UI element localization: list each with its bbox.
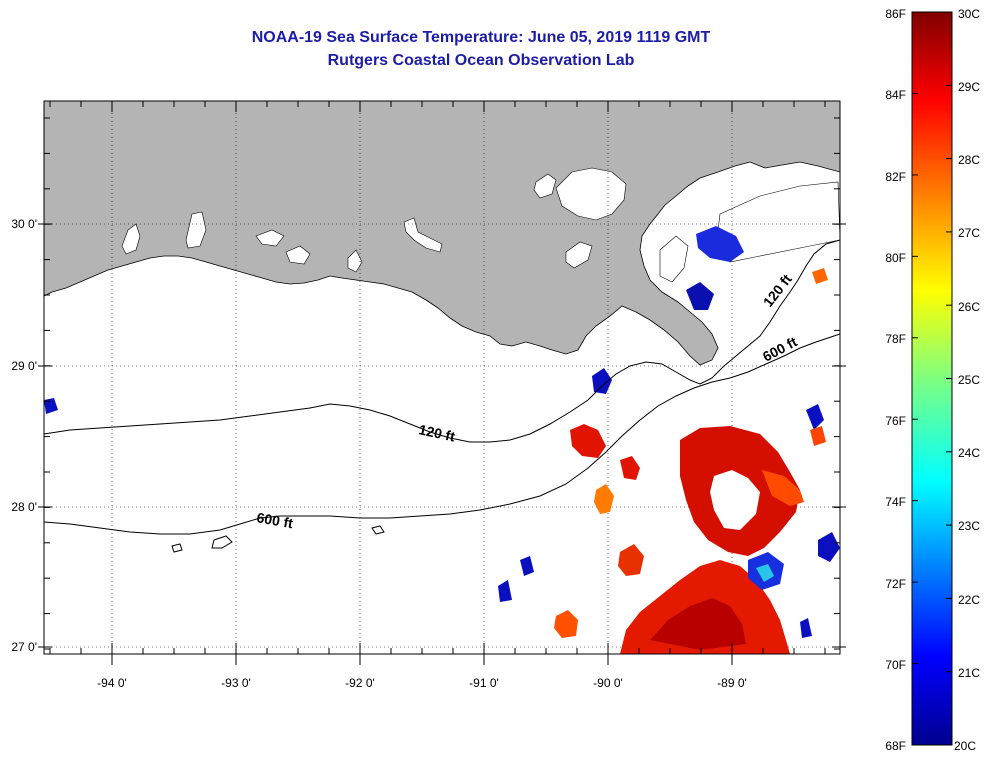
cb-f-label-80: 80F — [885, 251, 906, 265]
cb-f-label-70: 70F — [885, 658, 906, 672]
contour-label-600ft-west: 600 ft — [255, 509, 294, 531]
lon-label-89: -89 0' — [717, 676, 747, 690]
sst-patch-warm-ne — [810, 426, 826, 446]
map-plot-area: 120 ft 600 ft 120 ft 600 ft — [44, 101, 840, 654]
sst-patch-west-2 — [620, 456, 640, 480]
lat-label-29: 29 0' — [11, 359, 37, 373]
lon-label-92: -92 0' — [345, 676, 375, 690]
lat-label-30: 30 0' — [11, 217, 37, 231]
lon-label-91: -91 0' — [469, 676, 499, 690]
latitude-labels: 30 0' 29 0' 28 0' 27 0' — [11, 217, 37, 654]
lake-maurepas — [533, 173, 557, 199]
breton-sound — [659, 235, 689, 283]
map-title: NOAA-19 Sea Surface Temperature: June 05… — [252, 29, 711, 46]
map-subtitle: Rutgers Coastal Ocean Observation Lab — [328, 52, 635, 69]
cb-c-label-22: 22C — [958, 593, 980, 607]
cb-c-label-21: 21C — [958, 666, 980, 680]
lat-label-28: 28 0' — [11, 500, 37, 514]
colorbar-ticks — [912, 11, 952, 746]
cb-c-label-27: 27C — [958, 226, 980, 240]
cb-c-label-25: 25C — [958, 373, 980, 387]
lon-label-93: -93 0' — [221, 676, 251, 690]
cb-f-label-86: 86F — [885, 7, 906, 21]
contour-island-1 — [171, 543, 183, 553]
sst-patch-cool-3 — [498, 580, 512, 602]
cb-f-label-84: 84F — [885, 88, 906, 102]
lake-salvador — [285, 245, 311, 265]
white-lake — [185, 211, 207, 249]
map-frame — [43, 100, 841, 655]
cb-f-label-72: 72F — [885, 577, 906, 591]
vermilion-bay — [255, 229, 285, 247]
colorbar-fahrenheit-labels: 86F 84F 82F 80F 78F 76F 74F 72F 70F 68F — [885, 7, 906, 753]
cb-c-label-23: 23C — [958, 519, 980, 533]
sst-data — [44, 226, 840, 654]
sst-patch-west-1 — [570, 424, 606, 458]
sst-patch-cool-1 — [592, 368, 612, 394]
sst-patch-cool-4 — [818, 532, 840, 562]
cb-f-label-82: 82F — [885, 170, 906, 184]
contour-island-3 — [371, 525, 385, 535]
cb-c-label-20: 20C — [954, 739, 976, 753]
sst-patch-south-dark — [650, 598, 746, 650]
lake-palourde — [347, 249, 363, 273]
sst-patch-cool-coastal — [686, 282, 714, 310]
sst-patch-warm-ne-2 — [812, 268, 828, 284]
calcasieu-lake — [121, 223, 141, 255]
cb-c-label-30: 30C — [958, 7, 980, 21]
contour-island-2 — [211, 535, 233, 549]
colorbar-celsius-labels: 30C 29C 28C 27C 26C 25C 24C 23C 22C 21C … — [954, 7, 980, 753]
isobath-contours — [44, 239, 840, 553]
barataria-bay — [403, 217, 443, 253]
lon-label-94: -94 0' — [97, 676, 127, 690]
sst-patch-central-hole — [710, 470, 760, 530]
lon-label-90: -90 0' — [593, 676, 623, 690]
cb-c-label-29: 29C — [958, 80, 980, 94]
cb-f-label-74: 74F — [885, 495, 906, 509]
sst-patch-cool-ne — [696, 226, 744, 262]
land-mass — [44, 101, 840, 366]
cb-c-label-28: 28C — [958, 153, 980, 167]
sst-patch-cool-5 — [806, 404, 824, 430]
sst-patch-cool-2 — [520, 556, 534, 576]
sst-patch-west-3 — [618, 544, 644, 576]
colorbar: 86F 84F 82F 80F 78F 76F 74F 72F 70F 68F … — [885, 7, 980, 753]
contour-120ft — [44, 239, 840, 443]
cb-f-label-78: 78F — [885, 332, 906, 346]
sst-patch-cool-7 — [800, 618, 812, 638]
cb-c-label-24: 24C — [958, 446, 980, 460]
lake-pontchartrain — [555, 167, 627, 221]
cb-f-label-68: 68F — [885, 739, 906, 753]
sst-patch-west-4 — [554, 610, 578, 638]
axis-ticks — [38, 101, 846, 665]
cb-c-label-26: 26C — [958, 300, 980, 314]
sst-patch-cool-6 — [44, 398, 58, 414]
lake-cataouatche — [565, 241, 593, 269]
sst-patch-cyan — [756, 564, 774, 582]
contour-600ft — [44, 333, 840, 535]
colorbar-gradient — [911, 11, 953, 746]
sst-patch-central-orange — [762, 470, 804, 506]
longitude-labels: -94 0' -93 0' -92 0' -91 0' -90 0' -89 0… — [97, 676, 747, 690]
cb-f-label-76: 76F — [885, 414, 906, 428]
sst-patch-west-5 — [594, 484, 614, 514]
lat-label-27: 27 0' — [11, 640, 37, 654]
contour-label-120ft-west: 120 ft — [417, 421, 456, 444]
